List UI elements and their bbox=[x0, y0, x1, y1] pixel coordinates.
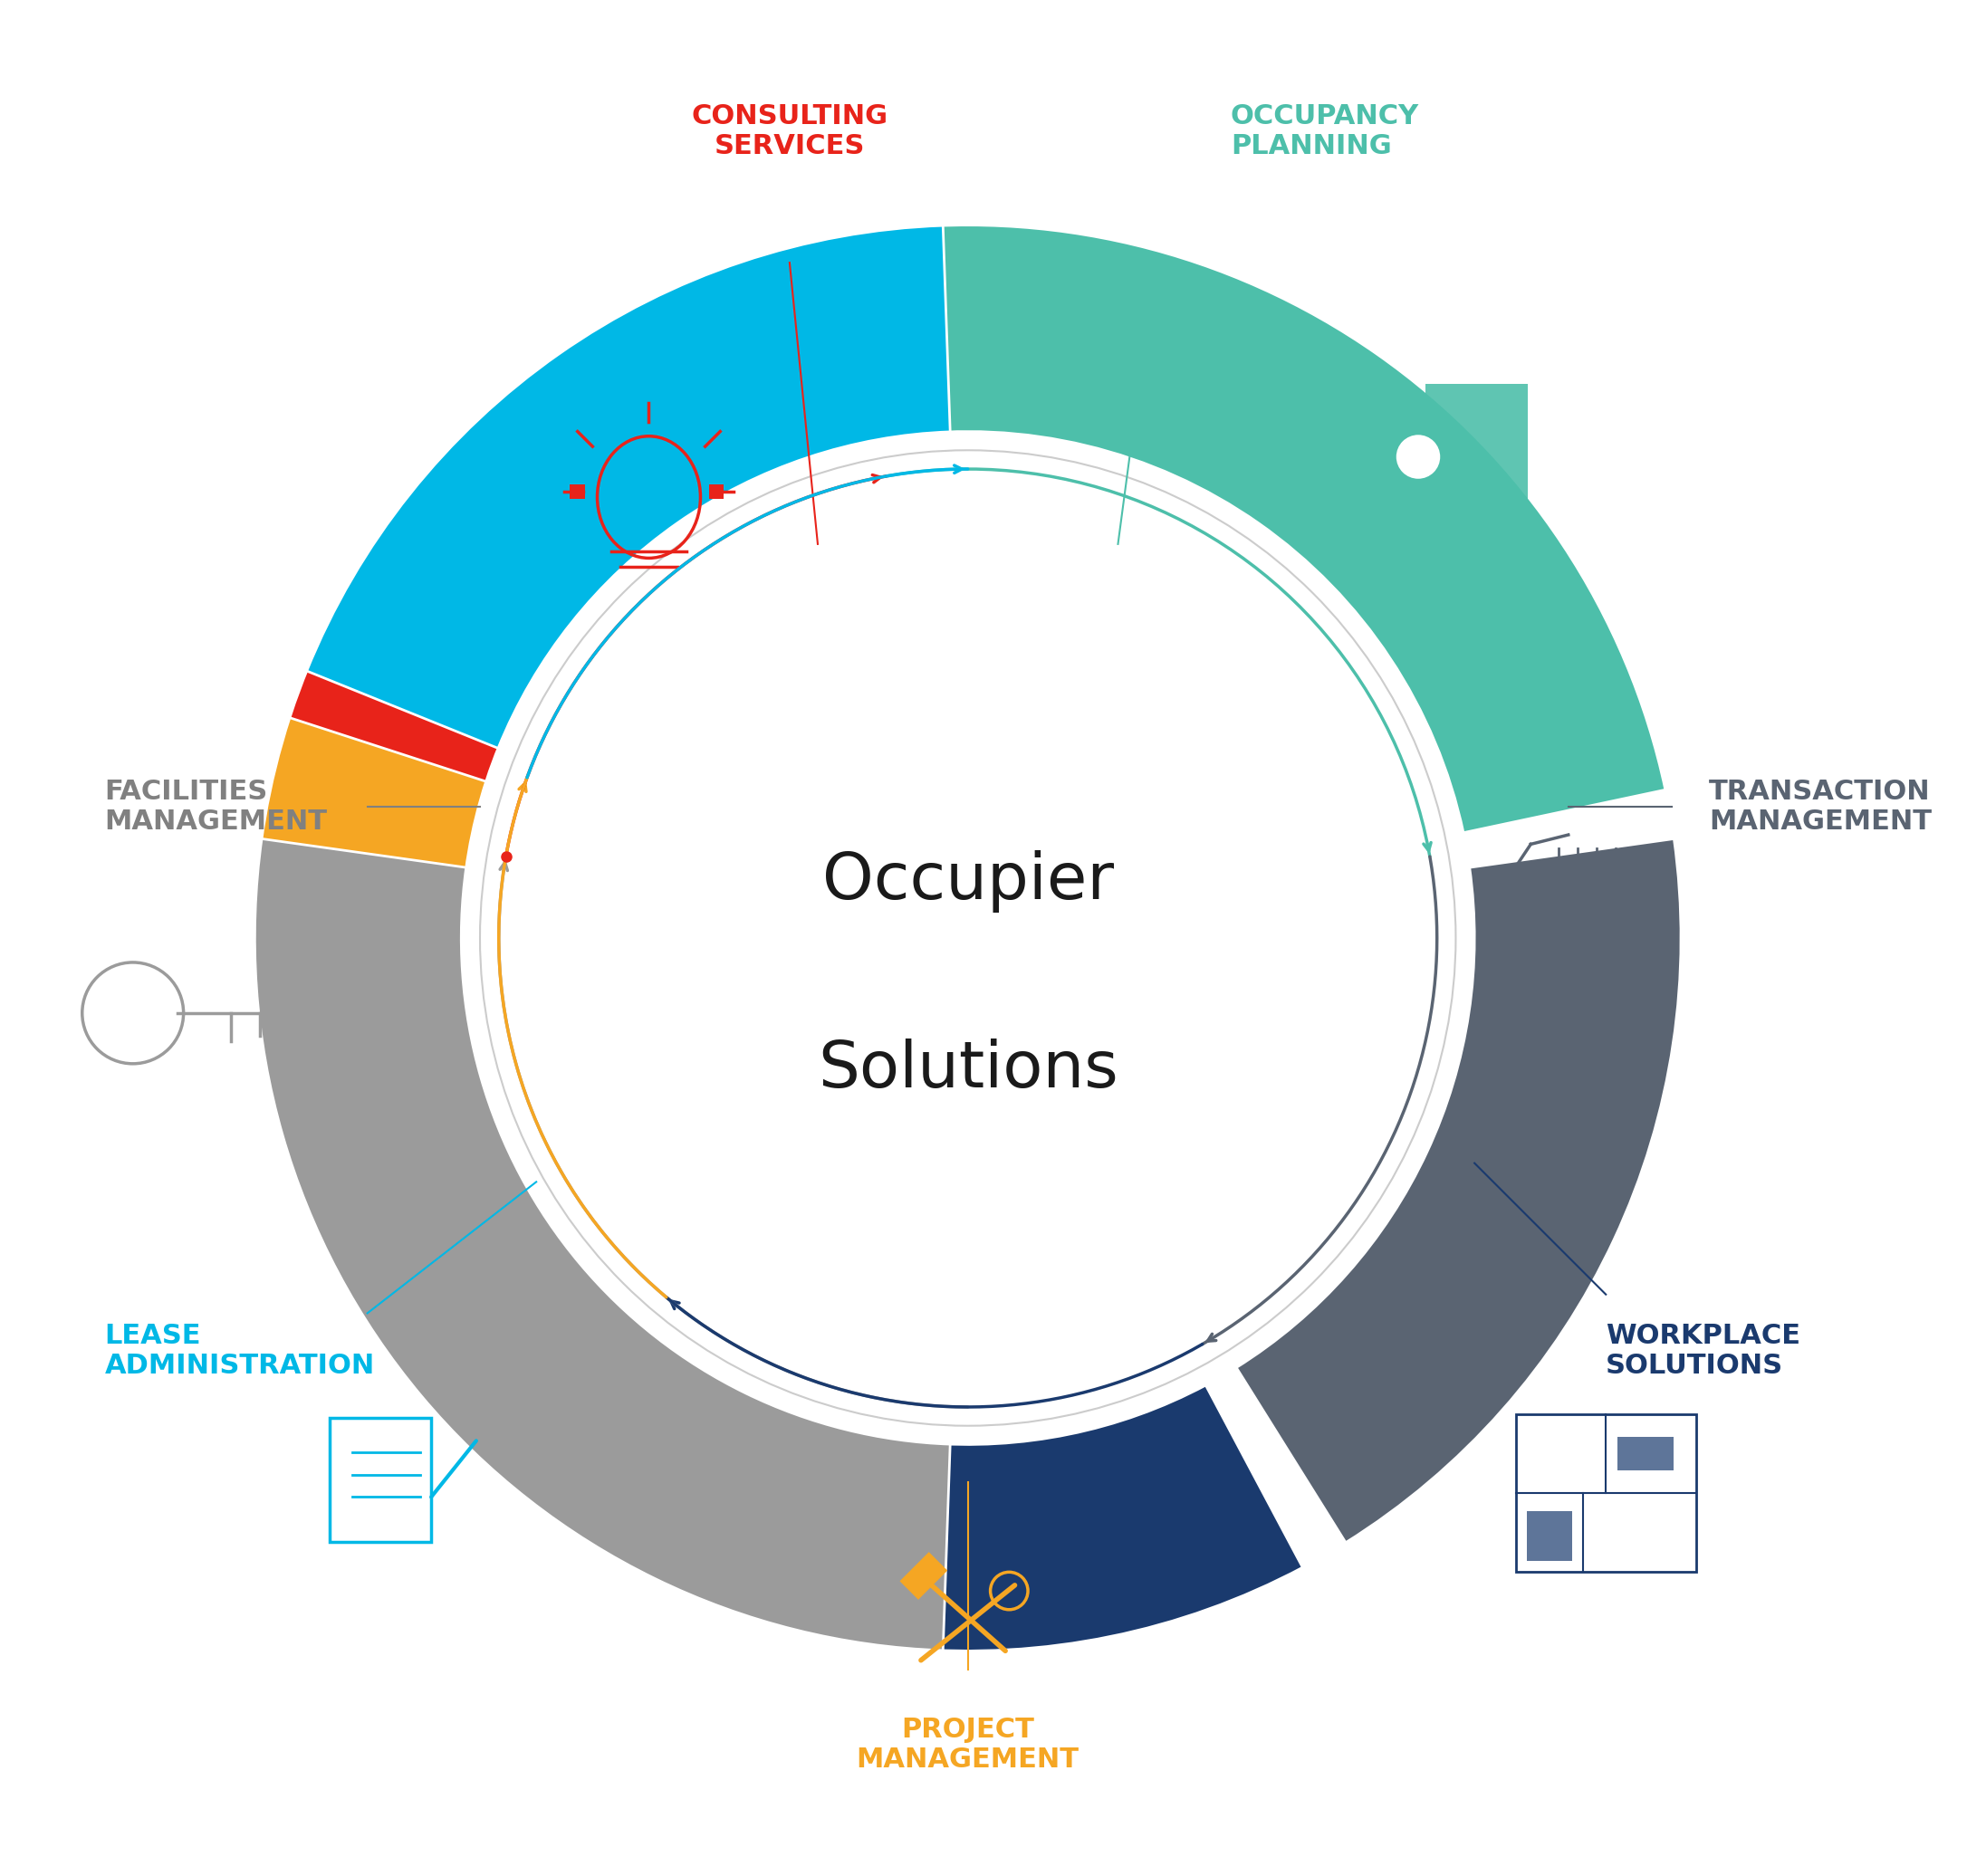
Text: PROJECT
MANAGEMENT: PROJECT MANAGEMENT bbox=[856, 1717, 1080, 1773]
Bar bbox=[330, 1418, 431, 1542]
Circle shape bbox=[1397, 435, 1440, 478]
Bar bbox=[1308, 385, 1410, 555]
Text: TRANSACTION
MANAGEMENT: TRANSACTION MANAGEMENT bbox=[1709, 779, 1932, 835]
Text: OCCUPANCY
PLANNING: OCCUPANCY PLANNING bbox=[1231, 103, 1418, 159]
Bar bbox=[1526, 1512, 1572, 1561]
Circle shape bbox=[1397, 484, 1440, 527]
Bar bbox=[708, 484, 724, 499]
Bar bbox=[1517, 1415, 1696, 1572]
Text: Solutions: Solutions bbox=[818, 1037, 1117, 1101]
Wedge shape bbox=[256, 719, 629, 1467]
Text: CONSULTING
SERVICES: CONSULTING SERVICES bbox=[690, 103, 887, 159]
Text: WORKPLACE
SOLUTIONS: WORKPLACE SOLUTIONS bbox=[1605, 1323, 1800, 1379]
Text: Occupier: Occupier bbox=[822, 850, 1113, 914]
Wedge shape bbox=[307, 225, 950, 749]
Wedge shape bbox=[269, 240, 862, 833]
Text: FACILITIES
MANAGEMENT: FACILITIES MANAGEMENT bbox=[104, 779, 327, 835]
Bar bbox=[899, 1551, 948, 1600]
Bar bbox=[570, 484, 584, 499]
Text: LEASE
ADMINISTRATION: LEASE ADMINISTRATION bbox=[104, 1323, 376, 1379]
Bar bbox=[1426, 385, 1528, 555]
Wedge shape bbox=[869, 225, 1666, 833]
Wedge shape bbox=[1237, 839, 1682, 1542]
Wedge shape bbox=[256, 839, 950, 1651]
Wedge shape bbox=[529, 1338, 1302, 1651]
Bar bbox=[1617, 1437, 1674, 1471]
